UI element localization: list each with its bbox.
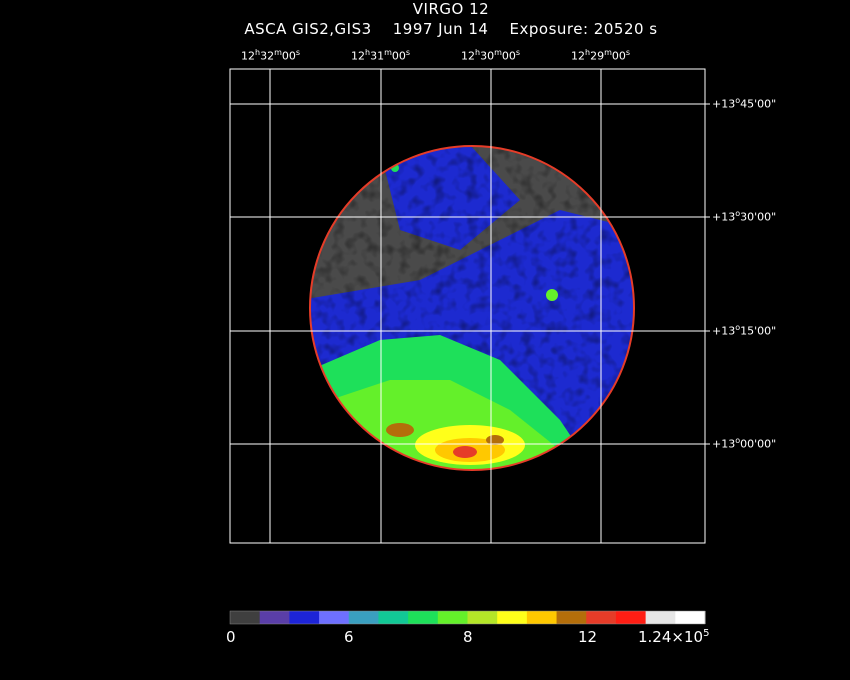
detector-field (310, 146, 634, 470)
observation-info: ASCA GIS2,GIS3 1997 Jun 14 Exposure: 205… (26, 20, 850, 38)
colorbar-swatch (259, 611, 290, 624)
detector-rim (309, 145, 635, 471)
colorbar-swatch (348, 611, 379, 624)
dec-tick-marks (705, 103, 710, 445)
colorbar-swatch (319, 611, 350, 624)
colorbar-swatch (230, 611, 261, 624)
colorbar-swatch (497, 611, 528, 624)
colorbar-swatch (556, 611, 587, 624)
ra-label: 12h29m00s (571, 48, 631, 63)
dec-label: +13o00'00" (712, 436, 777, 451)
colorbar-swatch (408, 611, 439, 624)
dec-label: +13o45'00" (712, 96, 777, 111)
colorbar-swatch (615, 611, 647, 624)
ra-label: 12h32m00s (241, 48, 301, 63)
ra-label: 12h31m00s (351, 48, 411, 63)
observation-date: 1997 Jun 14 (392, 20, 489, 38)
colorbar-tick: 6 (344, 628, 354, 646)
instrument-label: ASCA GIS2,GIS3 (244, 20, 372, 38)
colorbar-tick: 0 (226, 628, 236, 646)
colorbar-swatch (586, 611, 617, 624)
plot-frame (229, 68, 706, 544)
exposure-label: Exposure: 20520 s (509, 20, 658, 38)
colorbar-tick: 8 (463, 628, 473, 646)
colorbar-swatch (645, 611, 676, 624)
dec-label: +13o15'00" (712, 323, 777, 338)
colorbar-tick: 12 (578, 628, 598, 646)
colorbar-swatch (526, 611, 558, 624)
ra-label: 12h30m00s (461, 48, 521, 63)
colorbar-max-label: 1.24×105 (638, 628, 710, 646)
image-title: VIRGO 12 (412, 0, 490, 18)
colorbar-swatch (378, 611, 409, 624)
colorbar-swatch (437, 611, 468, 624)
colorbar-swatch (289, 611, 320, 624)
dec-label: +13o30'00" (712, 209, 777, 224)
colorbar (230, 611, 706, 624)
colorbar-swatch (467, 611, 498, 624)
coordinate-grid (230, 69, 705, 543)
colorbar-swatch (675, 611, 706, 624)
